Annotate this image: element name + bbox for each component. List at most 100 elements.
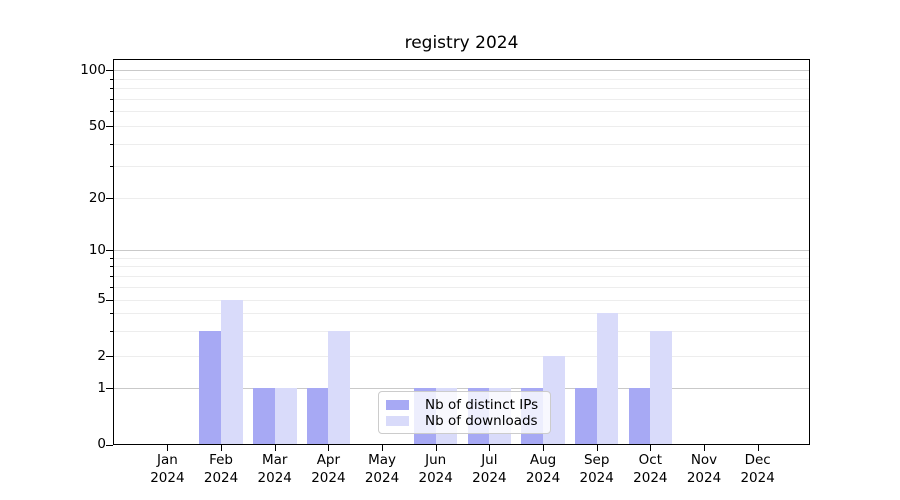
legend-label-distinct-ips: Nb of distinct IPs	[425, 397, 539, 413]
plot-area	[113, 59, 810, 445]
chart-title: registry 2024	[404, 33, 519, 53]
y-tick	[106, 444, 113, 446]
x-tick-month: Aug	[529, 452, 557, 468]
gridline-minor	[114, 356, 809, 357]
legend-entry-downloads: Nb of downloads	[386, 413, 542, 429]
x-tick-month: Jun	[425, 452, 447, 468]
x-tick-month: Jul	[481, 452, 498, 468]
gridline-major	[114, 70, 809, 72]
x-tick-month: Feb	[209, 452, 233, 468]
bar-distinct-ips	[628, 388, 651, 444]
legend: Nb of distinct IPs Nb of downloads	[378, 391, 551, 434]
x-tick-month: Nov	[690, 452, 718, 468]
x-tick-month: Apr	[316, 452, 341, 468]
gridline-minor	[114, 111, 809, 113]
y-tick-minor	[110, 198, 113, 199]
x-tick-month: Sep	[583, 452, 610, 468]
x-tick-year: 2024	[740, 469, 775, 486]
gridline-major	[114, 250, 809, 252]
x-tick-month: Dec	[744, 452, 771, 468]
x-tick	[435, 445, 437, 451]
x-tick-year: 2024	[150, 469, 185, 486]
y-tick-minor	[110, 88, 113, 90]
y-tick-minor	[110, 331, 113, 333]
gridline-minor	[114, 286, 809, 288]
y-tick-minor	[110, 143, 113, 145]
x-tick-month: May	[368, 452, 396, 468]
x-tick-year: 2024	[686, 469, 722, 486]
legend-swatch-distinct-ips	[386, 400, 409, 410]
x-tick-month: Oct	[638, 452, 662, 468]
y-tick-minor	[110, 286, 113, 288]
x-tick-year: 2024	[257, 469, 292, 486]
bar-downloads	[596, 313, 619, 444]
gridline-minor	[114, 78, 809, 80]
bars-layer	[114, 60, 809, 444]
bar-downloads	[274, 388, 297, 444]
bar-distinct-ips	[306, 388, 329, 444]
y-tick-label: 0	[97, 436, 106, 452]
x-tick-label: Feb 2024	[189, 452, 253, 487]
x-tick-label: Aug 2024	[511, 452, 575, 487]
x-tick	[650, 445, 652, 451]
y-tick-minor	[110, 111, 113, 113]
y-tick	[106, 388, 113, 390]
legend-label-downloads: Nb of downloads	[425, 413, 538, 429]
gridline-minor	[114, 313, 809, 315]
gridline-minor	[114, 88, 809, 90]
x-tick-year: 2024	[472, 469, 507, 486]
y-tick-minor	[110, 299, 113, 301]
x-tick	[328, 445, 330, 451]
x-tick-label: Dec 2024	[726, 452, 790, 487]
x-tick-year: 2024	[311, 469, 346, 486]
y-tick-minor	[110, 356, 113, 357]
gridline-minor	[114, 166, 809, 168]
legend-swatch-downloads	[386, 416, 409, 426]
y-tick-minor	[110, 275, 113, 277]
bar-downloads	[221, 299, 243, 444]
y-tick-minor	[110, 126, 113, 127]
y-tick-label: 100	[80, 61, 106, 78]
x-tick-label: Jul 2024	[457, 452, 521, 487]
x-tick-label: Oct 2024	[618, 452, 682, 487]
gridline-minor	[114, 331, 809, 333]
gridline-major	[114, 388, 809, 390]
bar-downloads	[328, 331, 351, 444]
y-tick	[106, 126, 113, 127]
y-tick-minor	[110, 98, 113, 100]
y-tick	[106, 198, 113, 199]
y-tick	[106, 70, 113, 72]
x-tick-label: Sep 2024	[565, 452, 629, 487]
x-tick-label: May 2024	[350, 452, 414, 487]
x-tick-year: 2024	[633, 469, 668, 486]
y-tick-label: 10	[88, 241, 106, 258]
y-tick-minor	[110, 313, 113, 315]
x-tick-label: Jun 2024	[404, 452, 468, 487]
x-tick-year: 2024	[418, 469, 453, 486]
bar-distinct-ips	[574, 388, 597, 444]
x-tick	[167, 445, 169, 451]
x-tick	[596, 445, 598, 451]
bar-distinct-ips	[199, 331, 222, 444]
y-tick-minor	[110, 257, 113, 259]
x-tick	[221, 445, 223, 451]
y-tick-label: 20	[88, 189, 106, 206]
y-tick-minor	[110, 266, 113, 268]
y-tick-label: 5	[97, 291, 106, 308]
x-tick-year: 2024	[364, 469, 400, 486]
y-tick-label: 1	[97, 379, 106, 396]
x-tick-year: 2024	[525, 469, 561, 486]
bar-distinct-ips	[252, 388, 275, 444]
gridline-minor	[114, 126, 809, 127]
x-tick-label: Nov 2024	[672, 452, 736, 487]
gridlines-layer	[114, 60, 809, 444]
gridline-minor	[114, 98, 809, 100]
x-tick	[489, 445, 491, 451]
y-tick-label: 2	[97, 347, 106, 364]
x-tick-month: Mar	[261, 452, 288, 468]
y-tick	[106, 356, 113, 357]
gridline-minor	[114, 257, 809, 259]
gridline-minor	[114, 143, 809, 145]
x-tick-label: Apr 2024	[296, 452, 360, 487]
